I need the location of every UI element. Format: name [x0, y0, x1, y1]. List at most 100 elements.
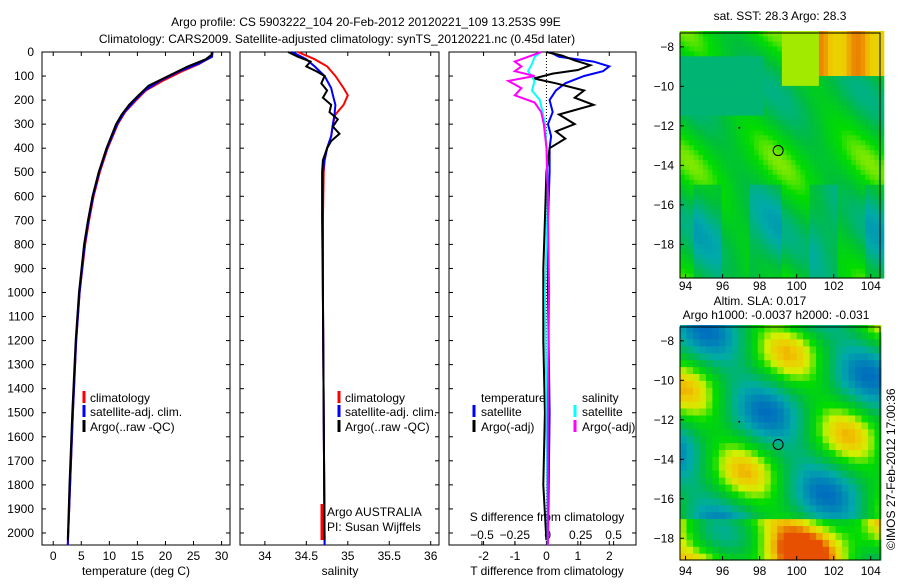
heatmap-cell: [712, 45, 718, 52]
heatmap-cell: [744, 31, 750, 37]
heatmap-cell: [707, 194, 713, 200]
heatmap-cell: [818, 139, 825, 146]
heatmap-cell: [865, 189, 871, 195]
heatmap-cell: [809, 263, 815, 269]
heatmap-cell: [721, 164, 727, 170]
heatmap-cell: [730, 258, 737, 264]
heatmap-cell: [828, 139, 834, 146]
heatmap-cell: [868, 463, 876, 471]
x2-tick-label: −0.25: [500, 528, 531, 542]
heatmap-cell: [680, 248, 686, 254]
heatmap-cell: [730, 75, 737, 81]
heatmap-cell: [855, 144, 862, 151]
heatmap-cell: [693, 338, 701, 347]
heatmap-cell: [738, 331, 746, 340]
heatmap-cell: [874, 456, 882, 464]
heatmap-cell: [689, 149, 695, 156]
heatmap-cell: [744, 85, 750, 91]
heatmap-cell: [763, 218, 769, 225]
heatmap-cell: [855, 238, 862, 244]
x-tick-label: 10: [103, 549, 117, 563]
heatmap-cell: [712, 366, 720, 374]
heatmap-cell: [689, 75, 695, 81]
heatmap-cell: [698, 80, 704, 86]
heatmap-cell: [738, 428, 746, 437]
heatmap-cell: [693, 532, 701, 540]
heatmap-cell: [725, 352, 733, 361]
heatmap-cell: [835, 497, 843, 506]
heatmap-cell: [703, 149, 709, 156]
heatmap-cell: [712, 518, 720, 526]
heatmap-cell: [823, 80, 829, 86]
heatmap-cell: [777, 331, 785, 340]
heatmap-cell: [730, 110, 737, 116]
heatmap-cell: [712, 208, 718, 215]
heatmap-cell: [686, 394, 694, 402]
heatmap-cell: [786, 233, 792, 239]
heatmap-cell: [749, 36, 755, 42]
heatmap-cell: [790, 539, 798, 547]
heatmap-cell: [731, 414, 739, 423]
heatmap-cell: [740, 273, 746, 279]
x-tick-label: 98: [753, 564, 767, 578]
heatmap-cell: [809, 449, 817, 457]
heatmap-cell: [800, 134, 806, 141]
heatmap-cell: [814, 40, 820, 47]
heatmap-cell: [744, 134, 750, 141]
heatmap-cell: [725, 456, 733, 464]
heatmap-cell: [749, 248, 755, 254]
heatmap-cell: [822, 442, 830, 450]
heatmap-cell: [869, 228, 875, 235]
heatmap-cell: [680, 36, 686, 42]
heatmap-cell: [684, 139, 690, 146]
heatmap-cell: [803, 449, 811, 457]
heatmap-cell: [758, 208, 764, 215]
heatmap-cell: [705, 352, 713, 361]
heatmap-cell: [684, 154, 690, 160]
heatmap-cell: [814, 50, 820, 57]
heatmap-cell: [823, 124, 829, 131]
heatmap-cell: [735, 129, 741, 136]
heatmap-cell: [795, 174, 801, 180]
heatmap-cell: [686, 345, 694, 354]
heatmap-cell: [869, 184, 875, 190]
heatmap-cell: [851, 228, 857, 235]
heatmap-cell: [680, 428, 688, 437]
heatmap-cell: [744, 213, 750, 220]
heatmap-cell: [768, 164, 774, 170]
heatmap-cell: [749, 238, 755, 244]
heatmap-cell: [855, 40, 862, 47]
heatmap-cell: [712, 253, 718, 259]
heatmap-cell: [763, 213, 769, 220]
heatmap-cell: [693, 428, 701, 437]
heatmap-cell: [707, 40, 713, 47]
heatmap-cell: [835, 338, 843, 347]
heatmap-cell: [721, 55, 727, 62]
heatmap-cell: [814, 268, 820, 274]
heatmap-cell: [828, 263, 834, 269]
heatmap-cell: [740, 268, 746, 274]
heatmap-cell: [740, 95, 746, 101]
heatmap-cell: [823, 149, 829, 156]
heatmap-cell: [835, 470, 843, 478]
heatmap-cell: [693, 456, 701, 464]
heatmap-cell: [770, 504, 778, 513]
heatmap-cell: [869, 65, 875, 72]
heatmap-cell: [874, 36, 880, 42]
heatmap-cell: [726, 199, 732, 205]
heatmap-cell: [721, 144, 727, 151]
heatmap-cell: [868, 414, 876, 423]
heatmap-cell: [851, 139, 857, 146]
heatmap-cell: [829, 394, 837, 402]
heatmap-cell: [791, 105, 797, 111]
heatmap-cell: [803, 442, 811, 450]
heatmap-cell: [781, 218, 788, 225]
heatmap-cell: [699, 380, 707, 388]
heatmap-cell: [865, 248, 871, 254]
heatmap-cell: [865, 159, 871, 165]
heatmap-cell: [851, 124, 857, 131]
heatmap-cell: [783, 435, 791, 444]
heatmap-cell: [712, 490, 720, 499]
heatmap-cell: [718, 456, 726, 464]
heatmap-cell: [828, 144, 834, 151]
